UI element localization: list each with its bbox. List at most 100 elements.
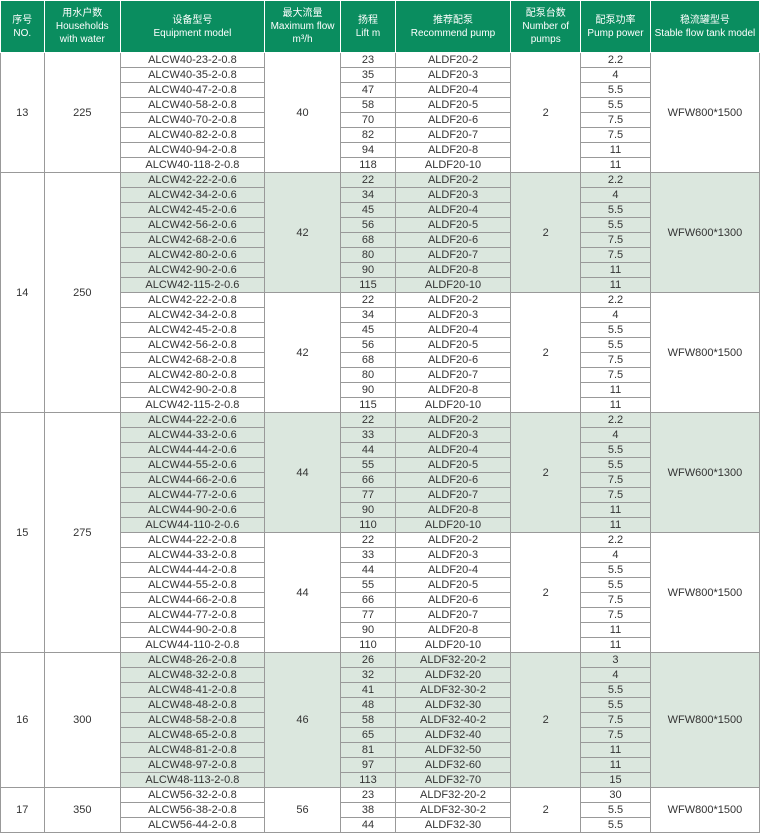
- cell-maxflow: 40: [264, 53, 340, 173]
- cell-power: 7.5: [581, 593, 651, 608]
- table-row: 16300ALCW48-26-2-0.84626ALDF32-20-223WFW…: [1, 653, 760, 668]
- cell-pump: ALDF20-7: [395, 488, 511, 503]
- cell-equipment: ALCW48-58-2-0.8: [120, 713, 264, 728]
- cell-numpumps: 2: [511, 788, 581, 833]
- cell-no: 14: [1, 173, 45, 413]
- cell-lift: 58: [341, 98, 396, 113]
- cell-households: 275: [44, 413, 120, 653]
- cell-equipment: ALCW56-44-2-0.8: [120, 818, 264, 833]
- cell-equipment: ALCW44-90-2-0.8: [120, 623, 264, 638]
- cell-pump: ALDF20-2: [395, 533, 511, 548]
- cell-lift: 26: [341, 653, 396, 668]
- cell-lift: 90: [341, 383, 396, 398]
- cell-pump: ALDF20-10: [395, 518, 511, 533]
- cell-power: 2.2: [581, 533, 651, 548]
- cell-pump: ALDF32-70: [395, 773, 511, 788]
- cell-pump: ALDF20-5: [395, 98, 511, 113]
- cell-households: 350: [44, 788, 120, 833]
- cell-pump: ALDF20-2: [395, 293, 511, 308]
- cell-pump: ALDF20-4: [395, 323, 511, 338]
- cell-power: 5.5: [581, 818, 651, 833]
- cell-equipment: ALCW48-32-2-0.8: [120, 668, 264, 683]
- cell-lift: 56: [341, 218, 396, 233]
- cell-lift: 77: [341, 488, 396, 503]
- cell-lift: 58: [341, 713, 396, 728]
- cell-equipment: ALCW42-45-2-0.6: [120, 203, 264, 218]
- cell-pump: ALDF20-7: [395, 248, 511, 263]
- cell-power: 5.5: [581, 323, 651, 338]
- cell-equipment: ALCW42-115-2-0.6: [120, 278, 264, 293]
- cell-equipment: ALCW48-81-2-0.8: [120, 743, 264, 758]
- cell-pump: ALDF20-2: [395, 173, 511, 188]
- cell-households: 225: [44, 53, 120, 173]
- cell-equipment: ALCW42-56-2-0.6: [120, 218, 264, 233]
- cell-lift: 41: [341, 683, 396, 698]
- cell-equipment: ALCW44-66-2-0.8: [120, 593, 264, 608]
- cell-lift: 23: [341, 53, 396, 68]
- cell-equipment: ALCW40-47-2-0.8: [120, 83, 264, 98]
- cell-lift: 44: [341, 563, 396, 578]
- cell-lift: 66: [341, 593, 396, 608]
- cell-tank: WFW800*1500: [650, 533, 759, 653]
- cell-maxflow: 42: [264, 293, 340, 413]
- cell-power: 5.5: [581, 578, 651, 593]
- cell-equipment: ALCW40-82-2-0.8: [120, 128, 264, 143]
- header-tank: 稳流罐型号Stable flow tank model: [650, 1, 759, 53]
- cell-power: 11: [581, 383, 651, 398]
- cell-pump: ALDF20-8: [395, 143, 511, 158]
- cell-lift: 22: [341, 293, 396, 308]
- cell-pump: ALDF20-6: [395, 593, 511, 608]
- cell-equipment: ALCW42-80-2-0.6: [120, 248, 264, 263]
- cell-lift: 113: [341, 773, 396, 788]
- cell-lift: 45: [341, 203, 396, 218]
- cell-pump: ALDF20-3: [395, 68, 511, 83]
- cell-equipment: ALCW42-34-2-0.8: [120, 308, 264, 323]
- cell-pump: ALDF32-20-2: [395, 788, 511, 803]
- cell-tank: WFW800*1500: [650, 53, 759, 173]
- cell-lift: 35: [341, 68, 396, 83]
- cell-lift: 80: [341, 248, 396, 263]
- cell-equipment: ALCW44-44-2-0.6: [120, 443, 264, 458]
- cell-lift: 90: [341, 503, 396, 518]
- cell-power: 11: [581, 758, 651, 773]
- cell-lift: 115: [341, 278, 396, 293]
- cell-lift: 44: [341, 443, 396, 458]
- cell-lift: 34: [341, 308, 396, 323]
- cell-pump: ALDF20-4: [395, 203, 511, 218]
- cell-power: 30: [581, 788, 651, 803]
- cell-power: 4: [581, 428, 651, 443]
- equipment-table: 序号NO. 用水户数Households with water 设备型号Equi…: [0, 0, 760, 833]
- cell-pump: ALDF20-7: [395, 368, 511, 383]
- cell-power: 4: [581, 668, 651, 683]
- cell-pump: ALDF20-4: [395, 443, 511, 458]
- cell-equipment: ALCW44-22-2-0.6: [120, 413, 264, 428]
- cell-equipment: ALCW40-94-2-0.8: [120, 143, 264, 158]
- header-numpumps: 配泵台数Number of pumps: [511, 1, 581, 53]
- cell-lift: 65: [341, 728, 396, 743]
- cell-power: 2.2: [581, 173, 651, 188]
- cell-lift: 22: [341, 413, 396, 428]
- cell-tank: WFW800*1500: [650, 653, 759, 788]
- cell-power: 11: [581, 263, 651, 278]
- cell-pump: ALDF20-8: [395, 383, 511, 398]
- cell-lift: 82: [341, 128, 396, 143]
- cell-pump: ALDF32-30-2: [395, 683, 511, 698]
- cell-lift: 44: [341, 818, 396, 833]
- cell-equipment: ALCW48-65-2-0.8: [120, 728, 264, 743]
- cell-pump: ALDF20-5: [395, 218, 511, 233]
- cell-pump: ALDF32-60: [395, 758, 511, 773]
- cell-equipment: ALCW48-113-2-0.8: [120, 773, 264, 788]
- cell-equipment: ALCW44-55-2-0.6: [120, 458, 264, 473]
- cell-pump: ALDF20-5: [395, 458, 511, 473]
- cell-lift: 110: [341, 638, 396, 653]
- header-maxflow: 最大流量Maximum flow m³/h: [264, 1, 340, 53]
- cell-no: 16: [1, 653, 45, 788]
- cell-equipment: ALCW42-22-2-0.6: [120, 173, 264, 188]
- cell-equipment: ALCW48-48-2-0.8: [120, 698, 264, 713]
- cell-power: 7.5: [581, 233, 651, 248]
- cell-pump: ALDF20-7: [395, 608, 511, 623]
- cell-pump: ALDF20-10: [395, 398, 511, 413]
- cell-power: 7.5: [581, 488, 651, 503]
- cell-pump: ALDF20-2: [395, 413, 511, 428]
- cell-pump: ALDF20-8: [395, 263, 511, 278]
